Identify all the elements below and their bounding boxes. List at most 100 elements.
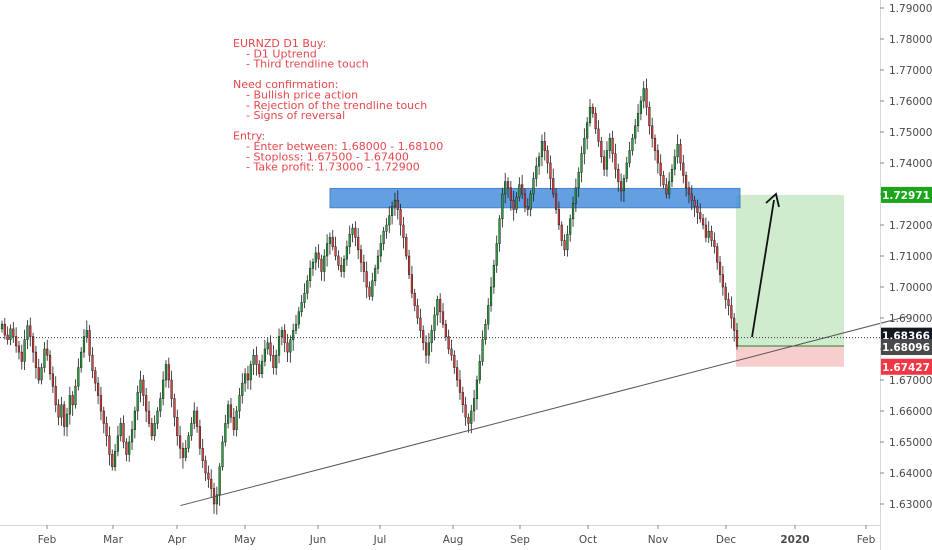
candle <box>543 141 546 151</box>
candle <box>139 379 142 393</box>
candle <box>634 125 637 139</box>
candle <box>557 209 561 226</box>
candle <box>512 199 515 210</box>
candle <box>656 150 659 164</box>
candle <box>277 336 281 356</box>
candle <box>636 113 640 127</box>
y-tick-label: 1.74000 <box>889 158 932 170</box>
candle <box>37 367 40 381</box>
candle <box>170 379 173 399</box>
candle <box>721 274 724 288</box>
x-tick-label: Oct <box>579 534 597 546</box>
candle <box>176 416 179 437</box>
candle <box>574 187 577 204</box>
candle <box>560 224 563 241</box>
candle <box>229 404 233 418</box>
candle <box>552 178 555 195</box>
candle <box>495 243 498 266</box>
candle <box>297 311 300 325</box>
candle <box>303 292 306 303</box>
candle <box>164 364 168 381</box>
candle <box>444 323 447 337</box>
candle <box>653 137 657 151</box>
candle <box>215 494 218 505</box>
candle <box>306 280 309 294</box>
resistance-zone <box>329 187 741 209</box>
candle <box>405 237 408 257</box>
candle <box>15 336 18 347</box>
candle <box>0 323 4 330</box>
candle <box>668 181 671 195</box>
candle <box>605 150 609 170</box>
candle <box>351 227 354 235</box>
x-tick-label: Nov <box>648 534 669 546</box>
candle <box>80 351 83 368</box>
candle <box>178 435 182 449</box>
candle <box>475 379 479 399</box>
candle <box>385 224 388 232</box>
candle <box>359 249 363 263</box>
candle <box>617 168 620 182</box>
x-tick-label: 2020 <box>780 534 809 546</box>
candle <box>662 175 665 185</box>
target-arrow-line <box>751 199 775 338</box>
candle <box>591 106 594 114</box>
candle <box>142 379 145 396</box>
candle <box>348 234 351 247</box>
candle <box>396 199 399 210</box>
y-tick-label: 1.77000 <box>889 65 932 77</box>
candle <box>184 447 187 458</box>
candle <box>727 299 730 306</box>
candle <box>48 354 52 375</box>
y-tick-label: 1.78000 <box>889 34 932 46</box>
candle <box>424 342 428 356</box>
candle <box>472 398 476 412</box>
candle <box>263 348 267 362</box>
candle <box>97 382 100 396</box>
candle <box>577 172 580 189</box>
candle <box>478 361 481 381</box>
y-tick-label: 1.72000 <box>889 220 932 232</box>
candle <box>99 395 103 412</box>
x-tick-label: Dec <box>716 534 737 546</box>
candle <box>608 137 611 151</box>
candle <box>540 141 544 158</box>
candle <box>334 246 337 257</box>
candle <box>583 137 586 154</box>
candle <box>422 330 425 344</box>
candle <box>489 286 493 306</box>
candle <box>122 423 125 443</box>
candle <box>526 206 529 210</box>
annotation-text: EURNZD D1 Buy: - D1 Uptrend - Third trendl… <box>233 37 443 174</box>
candle <box>23 339 26 362</box>
candle <box>198 426 201 449</box>
candle <box>713 240 716 247</box>
candle <box>594 113 597 130</box>
candle <box>622 178 626 192</box>
candle <box>716 246 719 263</box>
candle <box>679 144 682 164</box>
candle <box>515 196 518 210</box>
candle <box>433 314 436 331</box>
candle <box>416 305 419 319</box>
candle <box>441 311 445 325</box>
candle <box>26 325 29 340</box>
candle <box>687 187 691 195</box>
candle <box>707 230 710 238</box>
candle <box>309 268 312 282</box>
candle <box>218 466 221 495</box>
candle <box>269 342 272 356</box>
y-tick-label: 1.63000 <box>889 499 932 511</box>
annotation-line: EURNZD D1 Buy: <box>233 37 326 50</box>
candle <box>648 106 651 127</box>
candle <box>376 255 380 269</box>
candle <box>600 141 603 158</box>
candle <box>467 416 470 424</box>
candle <box>241 382 244 396</box>
candle <box>249 364 252 381</box>
candle <box>368 286 371 297</box>
candle <box>292 330 295 340</box>
x-tick-label: Mar <box>103 534 123 546</box>
candle <box>464 404 467 418</box>
candle <box>506 181 510 189</box>
